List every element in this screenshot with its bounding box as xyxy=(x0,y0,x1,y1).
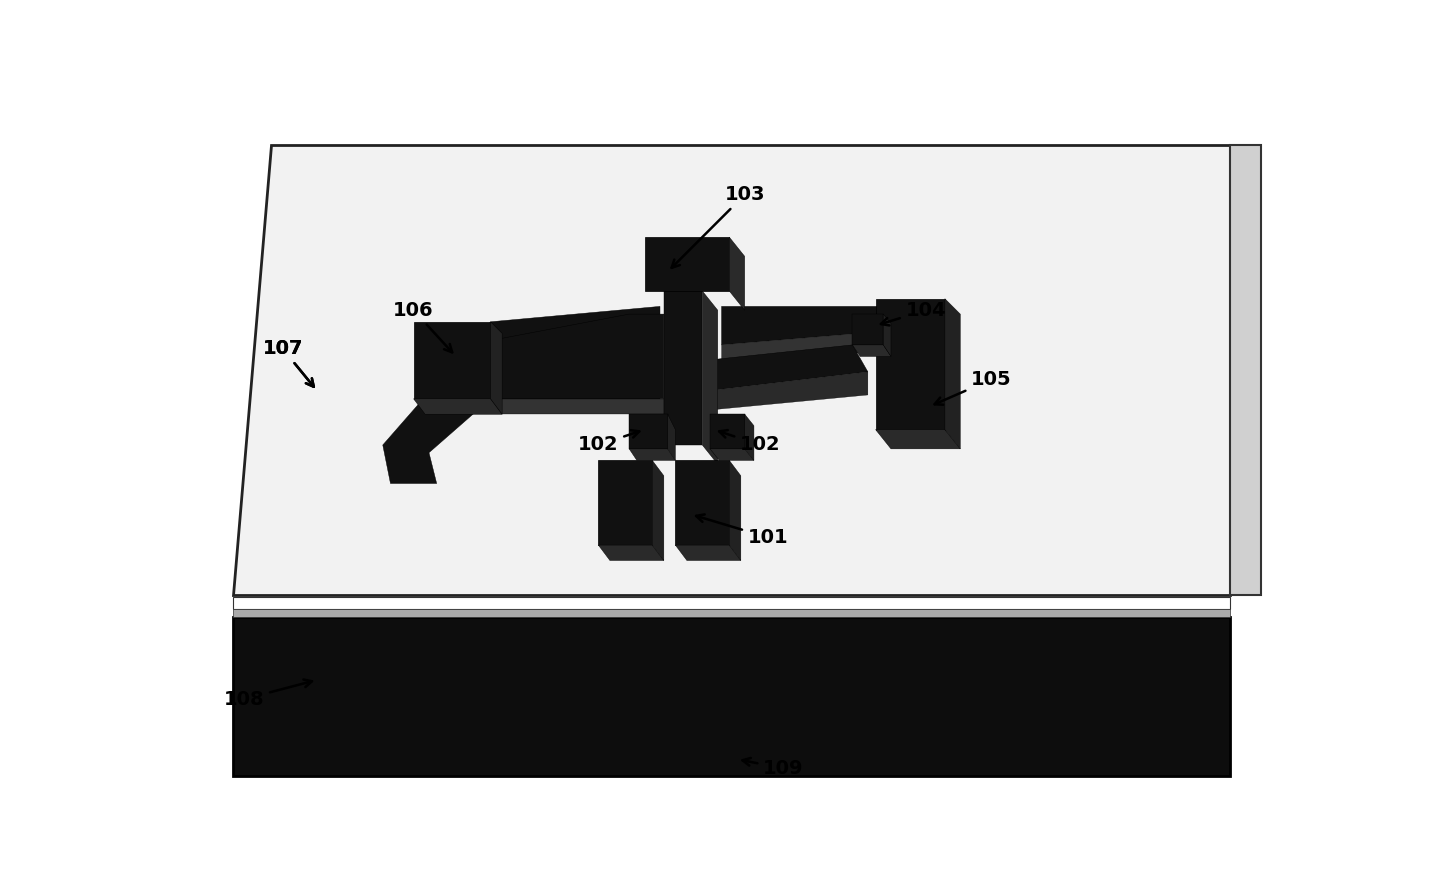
Polygon shape xyxy=(629,414,667,449)
Polygon shape xyxy=(667,414,676,460)
Polygon shape xyxy=(722,329,906,364)
Polygon shape xyxy=(232,609,1230,617)
Text: 105: 105 xyxy=(935,370,1011,404)
Polygon shape xyxy=(676,545,740,560)
Polygon shape xyxy=(232,617,1230,776)
Polygon shape xyxy=(945,299,961,449)
Text: 102: 102 xyxy=(719,430,780,455)
Polygon shape xyxy=(599,460,653,545)
Polygon shape xyxy=(1230,145,1260,595)
Polygon shape xyxy=(629,449,676,460)
Polygon shape xyxy=(722,306,906,345)
Text: 107: 107 xyxy=(262,339,314,387)
Text: 104: 104 xyxy=(881,301,947,326)
Polygon shape xyxy=(599,545,664,560)
Text: 101: 101 xyxy=(696,514,788,547)
Polygon shape xyxy=(702,291,717,465)
Polygon shape xyxy=(467,399,664,414)
Polygon shape xyxy=(875,299,945,429)
Text: 103: 103 xyxy=(672,185,765,268)
Text: 106: 106 xyxy=(394,301,453,352)
Polygon shape xyxy=(382,306,660,483)
Polygon shape xyxy=(676,460,729,545)
Polygon shape xyxy=(706,345,868,391)
Polygon shape xyxy=(710,414,745,449)
Polygon shape xyxy=(884,314,891,357)
Polygon shape xyxy=(232,145,1230,595)
Text: 108: 108 xyxy=(223,680,312,709)
Polygon shape xyxy=(852,345,891,357)
Polygon shape xyxy=(414,322,491,399)
Polygon shape xyxy=(491,322,503,414)
Polygon shape xyxy=(729,237,745,311)
Polygon shape xyxy=(232,596,1230,609)
Polygon shape xyxy=(414,399,503,414)
Polygon shape xyxy=(653,460,664,560)
Polygon shape xyxy=(852,314,884,345)
Text: 107: 107 xyxy=(262,339,314,387)
Polygon shape xyxy=(437,314,664,399)
Polygon shape xyxy=(644,237,729,291)
Polygon shape xyxy=(729,460,740,560)
Polygon shape xyxy=(710,449,753,460)
Polygon shape xyxy=(664,291,702,445)
Polygon shape xyxy=(875,429,961,449)
Text: 102: 102 xyxy=(579,430,639,455)
Polygon shape xyxy=(706,372,868,411)
Text: 109: 109 xyxy=(742,758,803,778)
Polygon shape xyxy=(745,414,753,460)
